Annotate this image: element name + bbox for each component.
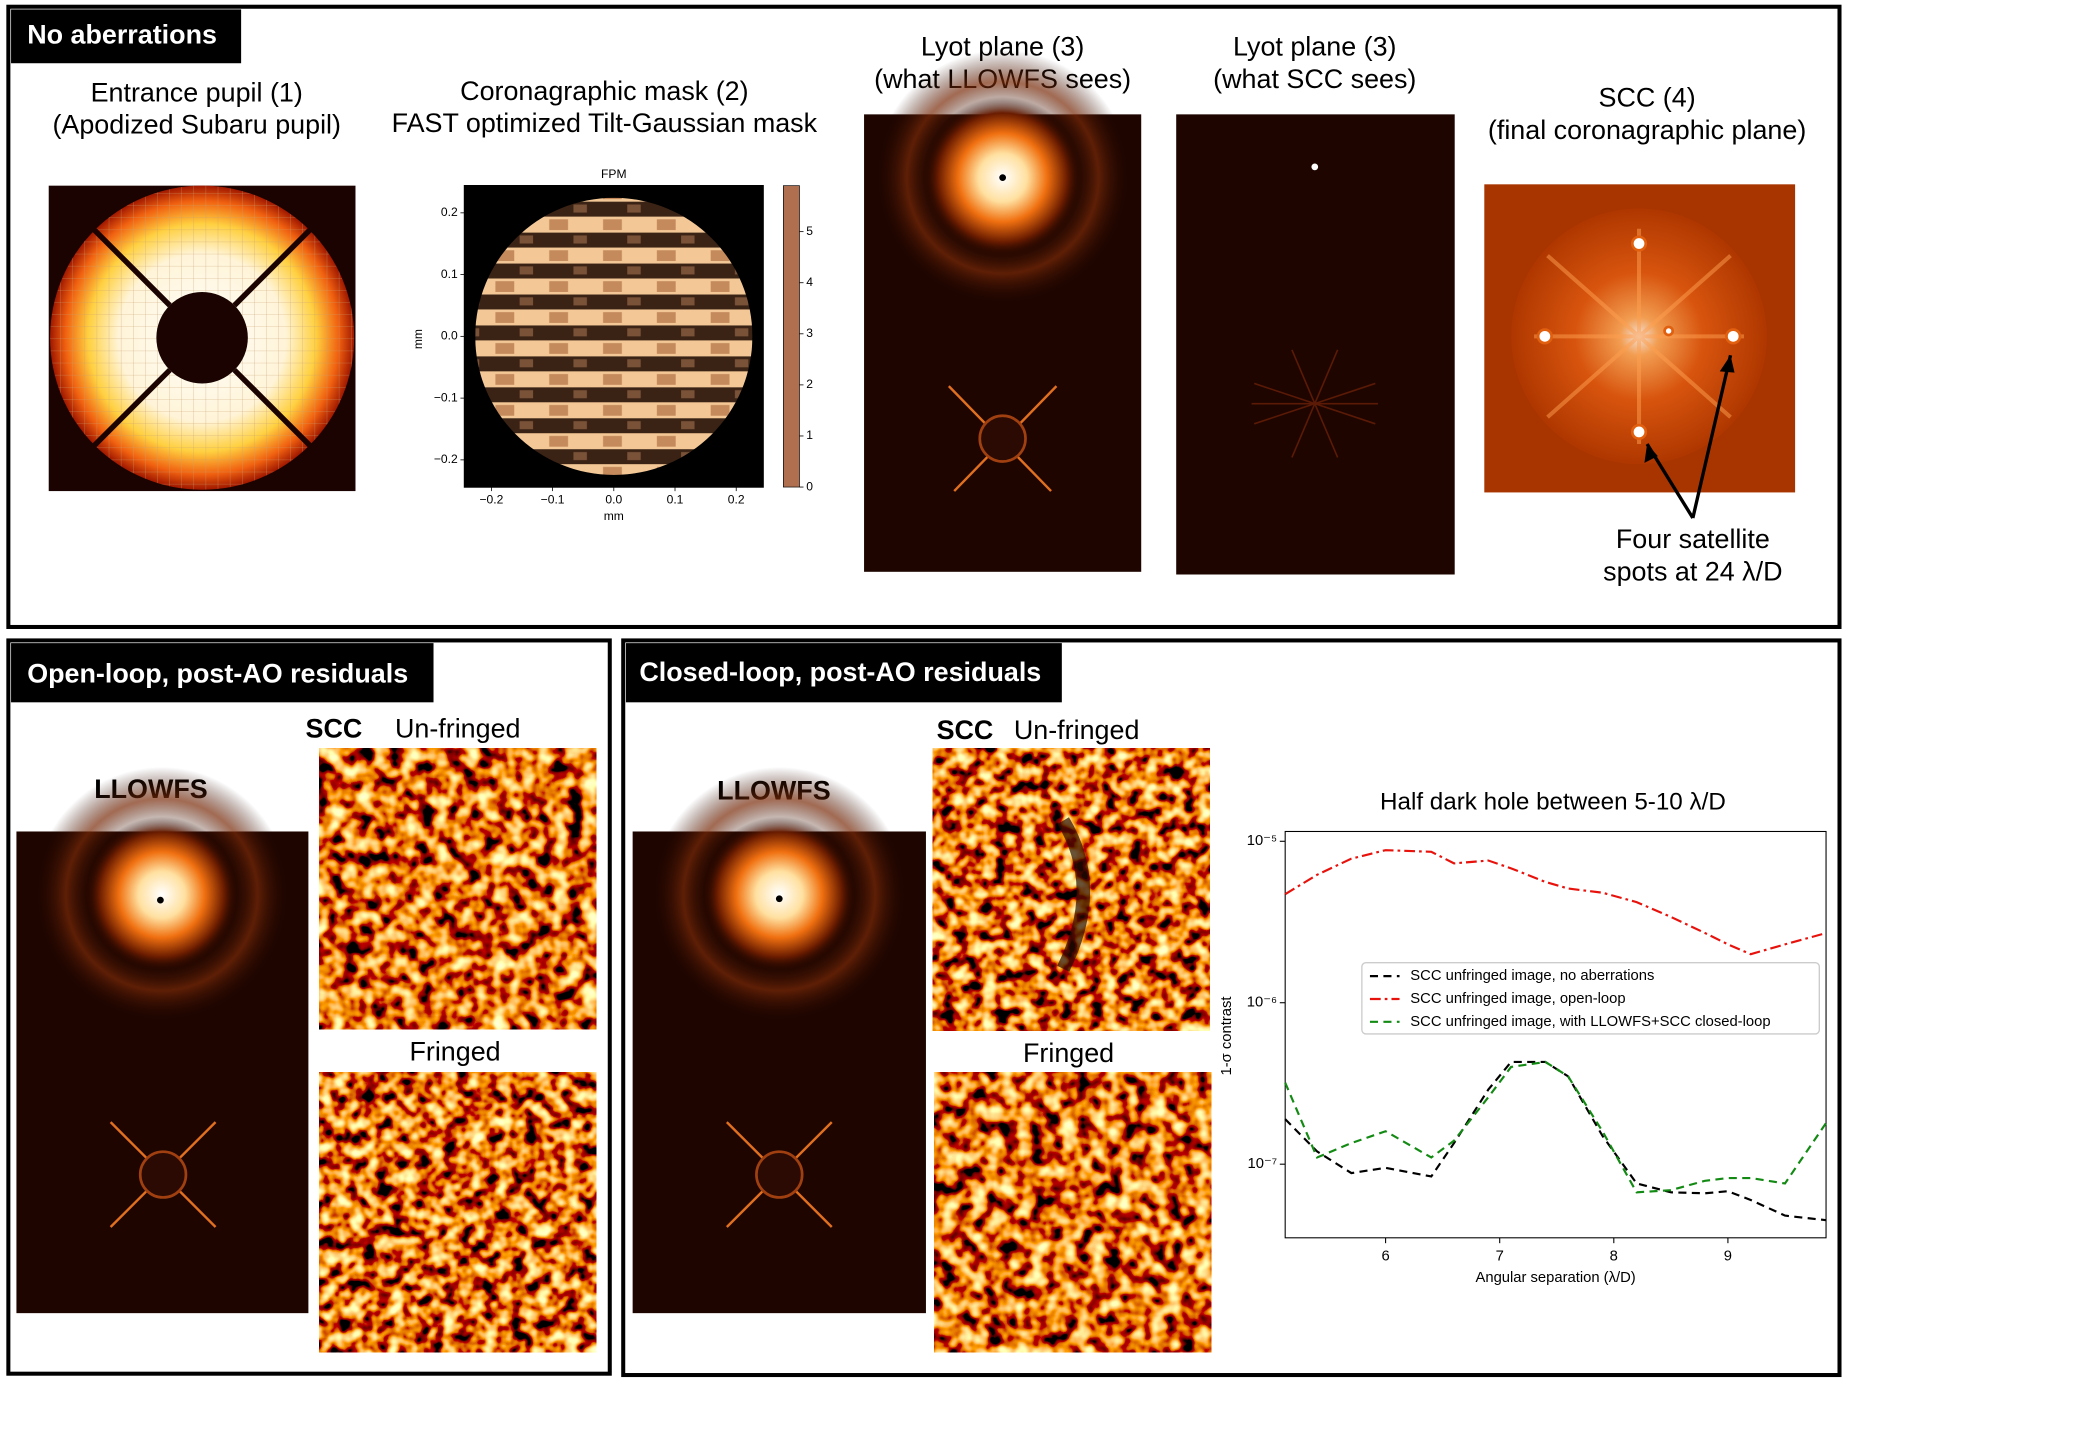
- image-title: Entrance pupil (1): [91, 77, 303, 107]
- y-axis-label: 1-σ contrast: [1219, 997, 1235, 1076]
- x-axis-label: Angular separation (λ/D): [1476, 1270, 1636, 1286]
- speckle-image: [932, 748, 1210, 1031]
- y-tick-label: 0.1: [441, 267, 458, 281]
- image-title: SCC: [306, 714, 363, 744]
- series-line: [1284, 1060, 1827, 1222]
- image-title: (final coronagraphic plane): [1488, 115, 1806, 145]
- image-title: Un-fringed: [1014, 715, 1140, 745]
- axis-label: mm: [604, 509, 624, 523]
- legend-box: [1361, 961, 1820, 1035]
- panel-label: Open-loop, post-AO residuals: [27, 659, 408, 689]
- y-tick-label: −0.1: [434, 390, 458, 404]
- llowfs-image: [632, 766, 926, 1314]
- y-tick-label: 10⁻⁷: [1248, 1156, 1278, 1172]
- image-title: Coronagraphic mask (2): [460, 76, 748, 106]
- image-title: Fringed: [1023, 1038, 1114, 1068]
- x-tick-label: −0.1: [541, 493, 565, 507]
- annotation: Four satellite: [1616, 524, 1770, 554]
- scc-image: [1484, 184, 1796, 493]
- series-line: [1284, 849, 1827, 956]
- legend-label: SCC unfringed image, with LLOWFS+SCC clo…: [1410, 1014, 1770, 1030]
- image-title: SCC: [937, 715, 994, 745]
- dark-hole: [1057, 817, 1090, 972]
- image-title: Fringed: [409, 1037, 500, 1067]
- y-tick-label: 10⁻⁵: [1247, 833, 1277, 849]
- legend-label: SCC unfringed image, open-loop: [1410, 991, 1625, 1007]
- colorbar-tick-label: 3: [806, 326, 813, 340]
- chart-title: Half dark hole between 5-10 λ/D: [1380, 789, 1726, 816]
- colorbar-tick-label: 1: [806, 428, 813, 442]
- legend-label: SCC unfringed image, no aberrations: [1410, 968, 1654, 984]
- lyot-scc-image: [1176, 114, 1455, 575]
- label-box: [11, 643, 434, 703]
- speckle-image: [934, 1072, 1212, 1353]
- y-tick-label: 0.2: [441, 205, 458, 219]
- image-title: (what SCC sees): [1213, 64, 1416, 94]
- pupil-image: [48, 185, 356, 492]
- panel-label: Closed-loop, post-AO residuals: [639, 657, 1041, 687]
- annotation: spots at 24 λ/D: [1603, 556, 1782, 586]
- image-title: (Apodized Subaru pupil): [52, 110, 341, 140]
- x-tick-label: 7: [1496, 1249, 1504, 1265]
- x-tick-label: 0.2: [728, 493, 745, 507]
- fpm-image: [463, 184, 800, 488]
- x-tick-label: 8: [1610, 1249, 1618, 1265]
- y-tick-label: 10⁻⁶: [1247, 995, 1277, 1011]
- series-line: [1284, 1060, 1827, 1194]
- colorbar-tick-label: 4: [806, 275, 813, 289]
- x-tick-label: 0.0: [605, 493, 622, 507]
- colorbar-tick-label: 5: [806, 224, 813, 238]
- colorbar-tick-label: 0: [806, 479, 813, 493]
- panel-label: No aberrations: [27, 19, 217, 49]
- x-tick-label: 9: [1724, 1249, 1732, 1265]
- x-tick-label: −0.2: [479, 493, 503, 507]
- llowfs-image: [16, 766, 309, 1314]
- image-title: SCC (4): [1599, 83, 1696, 113]
- label-box: [11, 9, 242, 64]
- x-tick-label: 6: [1381, 1249, 1389, 1265]
- y-tick-label: −0.2: [434, 452, 458, 466]
- image-title: Lyot plane (3): [1233, 32, 1396, 62]
- arrow-head: [1644, 355, 1735, 463]
- axis-label: mm: [411, 329, 425, 349]
- speckle-image: [319, 1072, 597, 1353]
- plot-title: FPM: [601, 167, 627, 181]
- lyot-llowfs-image: [864, 49, 1142, 572]
- speckle-image: [319, 748, 597, 1030]
- panel-frame: [6, 4, 1842, 629]
- panel-frame: [621, 638, 1842, 1378]
- label-box: [625, 643, 1062, 703]
- plot-frame: [1284, 830, 1827, 1239]
- panel-frame: [6, 638, 612, 1376]
- colorbar-tick-label: 2: [806, 377, 813, 391]
- y-tick-label: 0.0: [441, 329, 458, 343]
- image-title: FAST optimized Tilt-Gaussian mask: [392, 108, 818, 138]
- x-tick-label: 0.1: [667, 493, 684, 507]
- image-title: Un-fringed: [395, 714, 521, 744]
